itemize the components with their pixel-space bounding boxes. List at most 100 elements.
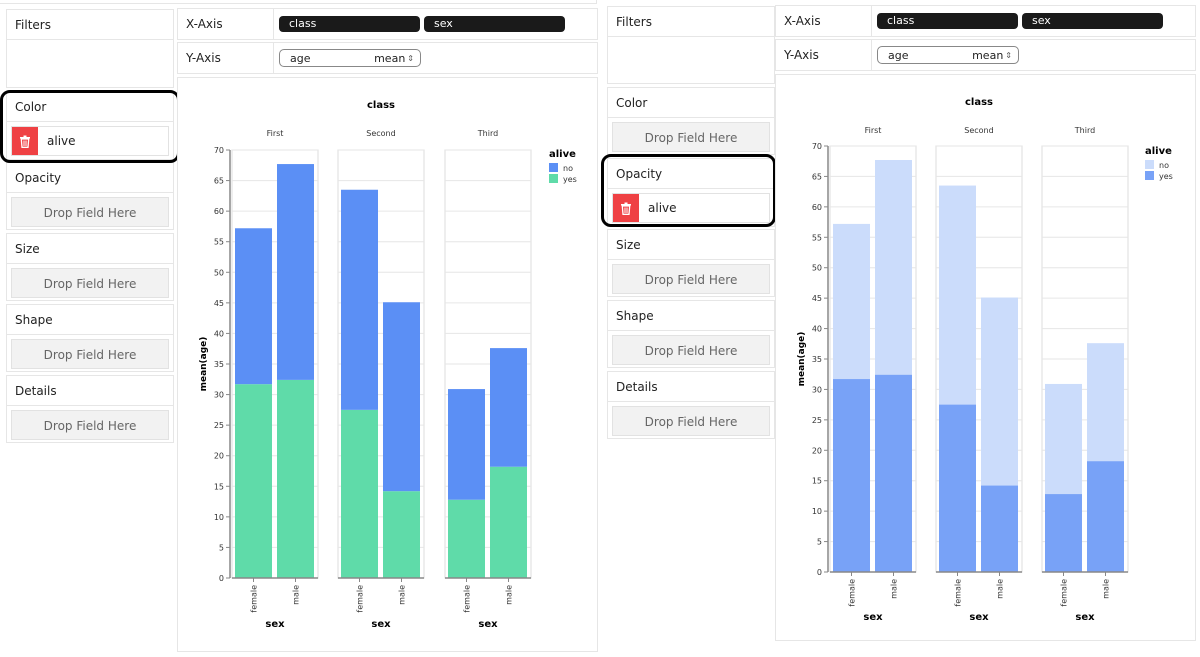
x-tick-label: male bbox=[505, 585, 514, 605]
x-field-pill-class[interactable]: class bbox=[279, 16, 420, 32]
bar-segment bbox=[490, 348, 527, 467]
size-label: Size bbox=[7, 234, 173, 264]
trash-icon[interactable] bbox=[613, 194, 639, 222]
overlay-bar-chart: class First female male sex Second female male s… bbox=[797, 97, 1173, 623]
opacity-field-name: alive bbox=[648, 201, 677, 215]
facet-label: First bbox=[267, 129, 284, 138]
x-field-pill-class[interactable]: class bbox=[877, 13, 1018, 29]
filters-label: Filters bbox=[7, 10, 173, 40]
bar bbox=[1045, 494, 1082, 572]
bar-segment bbox=[277, 379, 314, 578]
bar bbox=[833, 379, 870, 572]
y-tick-label: 20 bbox=[214, 452, 224, 461]
x-axis-title: sex bbox=[478, 619, 498, 630]
legend-title: alive bbox=[1145, 146, 1172, 157]
y-field-select[interactable]: age mean ⇕ bbox=[877, 46, 1019, 64]
x-tick-label: male bbox=[398, 585, 407, 605]
size-section: Size Drop Field Here bbox=[6, 233, 174, 301]
bar-segment bbox=[341, 409, 378, 578]
y-tick-label: 40 bbox=[214, 329, 224, 338]
filters-label: Filters bbox=[608, 7, 774, 37]
chart-title: class bbox=[965, 97, 993, 108]
bar-segment bbox=[448, 499, 485, 578]
x-axis-title: sex bbox=[1075, 612, 1095, 623]
opacity-drop-zone[interactable]: Drop Field Here bbox=[11, 197, 169, 227]
x-tick-label: male bbox=[996, 579, 1005, 599]
bar-segment bbox=[448, 389, 485, 500]
y-axis-title: mean(age) bbox=[797, 332, 807, 387]
details-drop-zone[interactable]: Drop Field Here bbox=[11, 410, 169, 440]
y-tick-label: 25 bbox=[214, 421, 224, 430]
details-drop-zone[interactable]: Drop Field Here bbox=[612, 406, 770, 436]
size-drop-zone[interactable]: Drop Field Here bbox=[11, 268, 169, 298]
y-tick-label: 55 bbox=[214, 238, 224, 247]
y-tick-label: 15 bbox=[812, 477, 822, 486]
y-tick-label: 60 bbox=[812, 203, 822, 212]
chart-area: class First female male sex Second female male s… bbox=[775, 74, 1196, 641]
facet-label: Second bbox=[964, 126, 993, 135]
x-tick-label: female bbox=[954, 579, 963, 607]
bar-segment bbox=[235, 228, 272, 385]
opacity-section: Opacity Drop Field Here bbox=[6, 162, 174, 230]
chart-title: class bbox=[367, 100, 395, 111]
bar-segment bbox=[490, 466, 527, 578]
filters-section: Filters bbox=[607, 6, 775, 84]
y-axis-shelf: Y-Axis age mean ⇕ bbox=[177, 42, 598, 74]
facet-label: Third bbox=[1074, 126, 1095, 135]
stacked-bar-chart: class First female male sex Second female male s… bbox=[199, 100, 577, 630]
y-aggregate: mean bbox=[972, 48, 1004, 62]
details-label: Details bbox=[608, 372, 774, 402]
y-tick-label: 65 bbox=[214, 177, 224, 186]
shape-drop-zone[interactable]: Drop Field Here bbox=[11, 339, 169, 369]
y-tick-label: 40 bbox=[812, 325, 822, 334]
x-field-pill-sex[interactable]: sex bbox=[424, 16, 565, 32]
top-border bbox=[0, 0, 597, 4]
y-field-select[interactable]: age mean ⇕ bbox=[279, 49, 421, 67]
size-section: Size Drop Field Here bbox=[607, 229, 775, 297]
color-drop-zone[interactable]: Drop Field Here bbox=[612, 122, 770, 152]
shape-drop-zone[interactable]: Drop Field Here bbox=[612, 335, 770, 365]
bar bbox=[875, 374, 912, 572]
color-section: Color alive bbox=[6, 91, 174, 160]
y-tick-label: 10 bbox=[214, 513, 224, 522]
y-tick-label: 25 bbox=[812, 416, 822, 425]
color-label: Color bbox=[608, 88, 774, 118]
opacity-label: Opacity bbox=[7, 163, 173, 193]
x-axis-label: X-Axis bbox=[178, 9, 274, 39]
trash-icon[interactable] bbox=[12, 127, 38, 155]
y-tick-label: 10 bbox=[812, 507, 822, 516]
legend-label: no bbox=[563, 164, 573, 173]
legend-title: alive bbox=[549, 149, 576, 160]
y-tick-label: 5 bbox=[817, 538, 822, 547]
x-tick-label: female bbox=[848, 579, 857, 607]
opacity-field-chip[interactable]: alive bbox=[612, 193, 770, 223]
x-axis-title: sex bbox=[371, 619, 391, 630]
details-section: Details Drop Field Here bbox=[607, 371, 775, 439]
color-field-chip[interactable]: alive bbox=[11, 126, 169, 156]
x-axis-title: sex bbox=[863, 612, 883, 623]
legend-label: yes bbox=[1159, 172, 1173, 181]
y-field-name: age bbox=[290, 51, 311, 65]
chart-area: class First female male sex Second female male s… bbox=[177, 77, 598, 652]
x-tick-label: male bbox=[292, 585, 301, 605]
y-tick-label: 0 bbox=[817, 568, 822, 577]
legend-swatch bbox=[1145, 160, 1154, 169]
x-tick-label: male bbox=[890, 579, 899, 599]
x-field-pill-sex[interactable]: sex bbox=[1022, 13, 1163, 29]
shape-label: Shape bbox=[608, 301, 774, 331]
y-axis-shelf: Y-Axis age mean ⇕ bbox=[775, 39, 1196, 71]
bar-segment bbox=[235, 384, 272, 578]
details-label: Details bbox=[7, 376, 173, 406]
y-tick-label: 65 bbox=[812, 172, 822, 181]
y-tick-label: 70 bbox=[214, 146, 224, 155]
opacity-section: Opacity alive bbox=[607, 158, 775, 227]
y-tick-label: 35 bbox=[214, 360, 224, 369]
x-axis-title: sex bbox=[265, 619, 285, 630]
details-section: Details Drop Field Here bbox=[6, 375, 174, 443]
size-drop-zone[interactable]: Drop Field Here bbox=[612, 264, 770, 294]
color-label: Color bbox=[7, 92, 173, 122]
color-field-name: alive bbox=[47, 134, 76, 148]
y-tick-label: 15 bbox=[214, 482, 224, 491]
y-tick-label: 45 bbox=[812, 294, 822, 303]
y-field-name: age bbox=[888, 48, 909, 62]
